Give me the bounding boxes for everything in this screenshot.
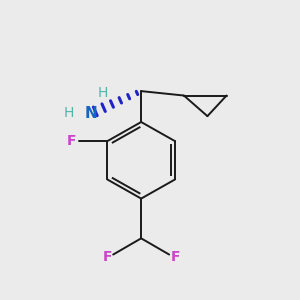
Text: N: N [85, 106, 98, 121]
Text: F: F [67, 134, 77, 148]
Text: H: H [64, 106, 74, 120]
Text: H: H [98, 85, 108, 100]
Text: F: F [103, 250, 112, 265]
Text: F: F [170, 250, 180, 265]
